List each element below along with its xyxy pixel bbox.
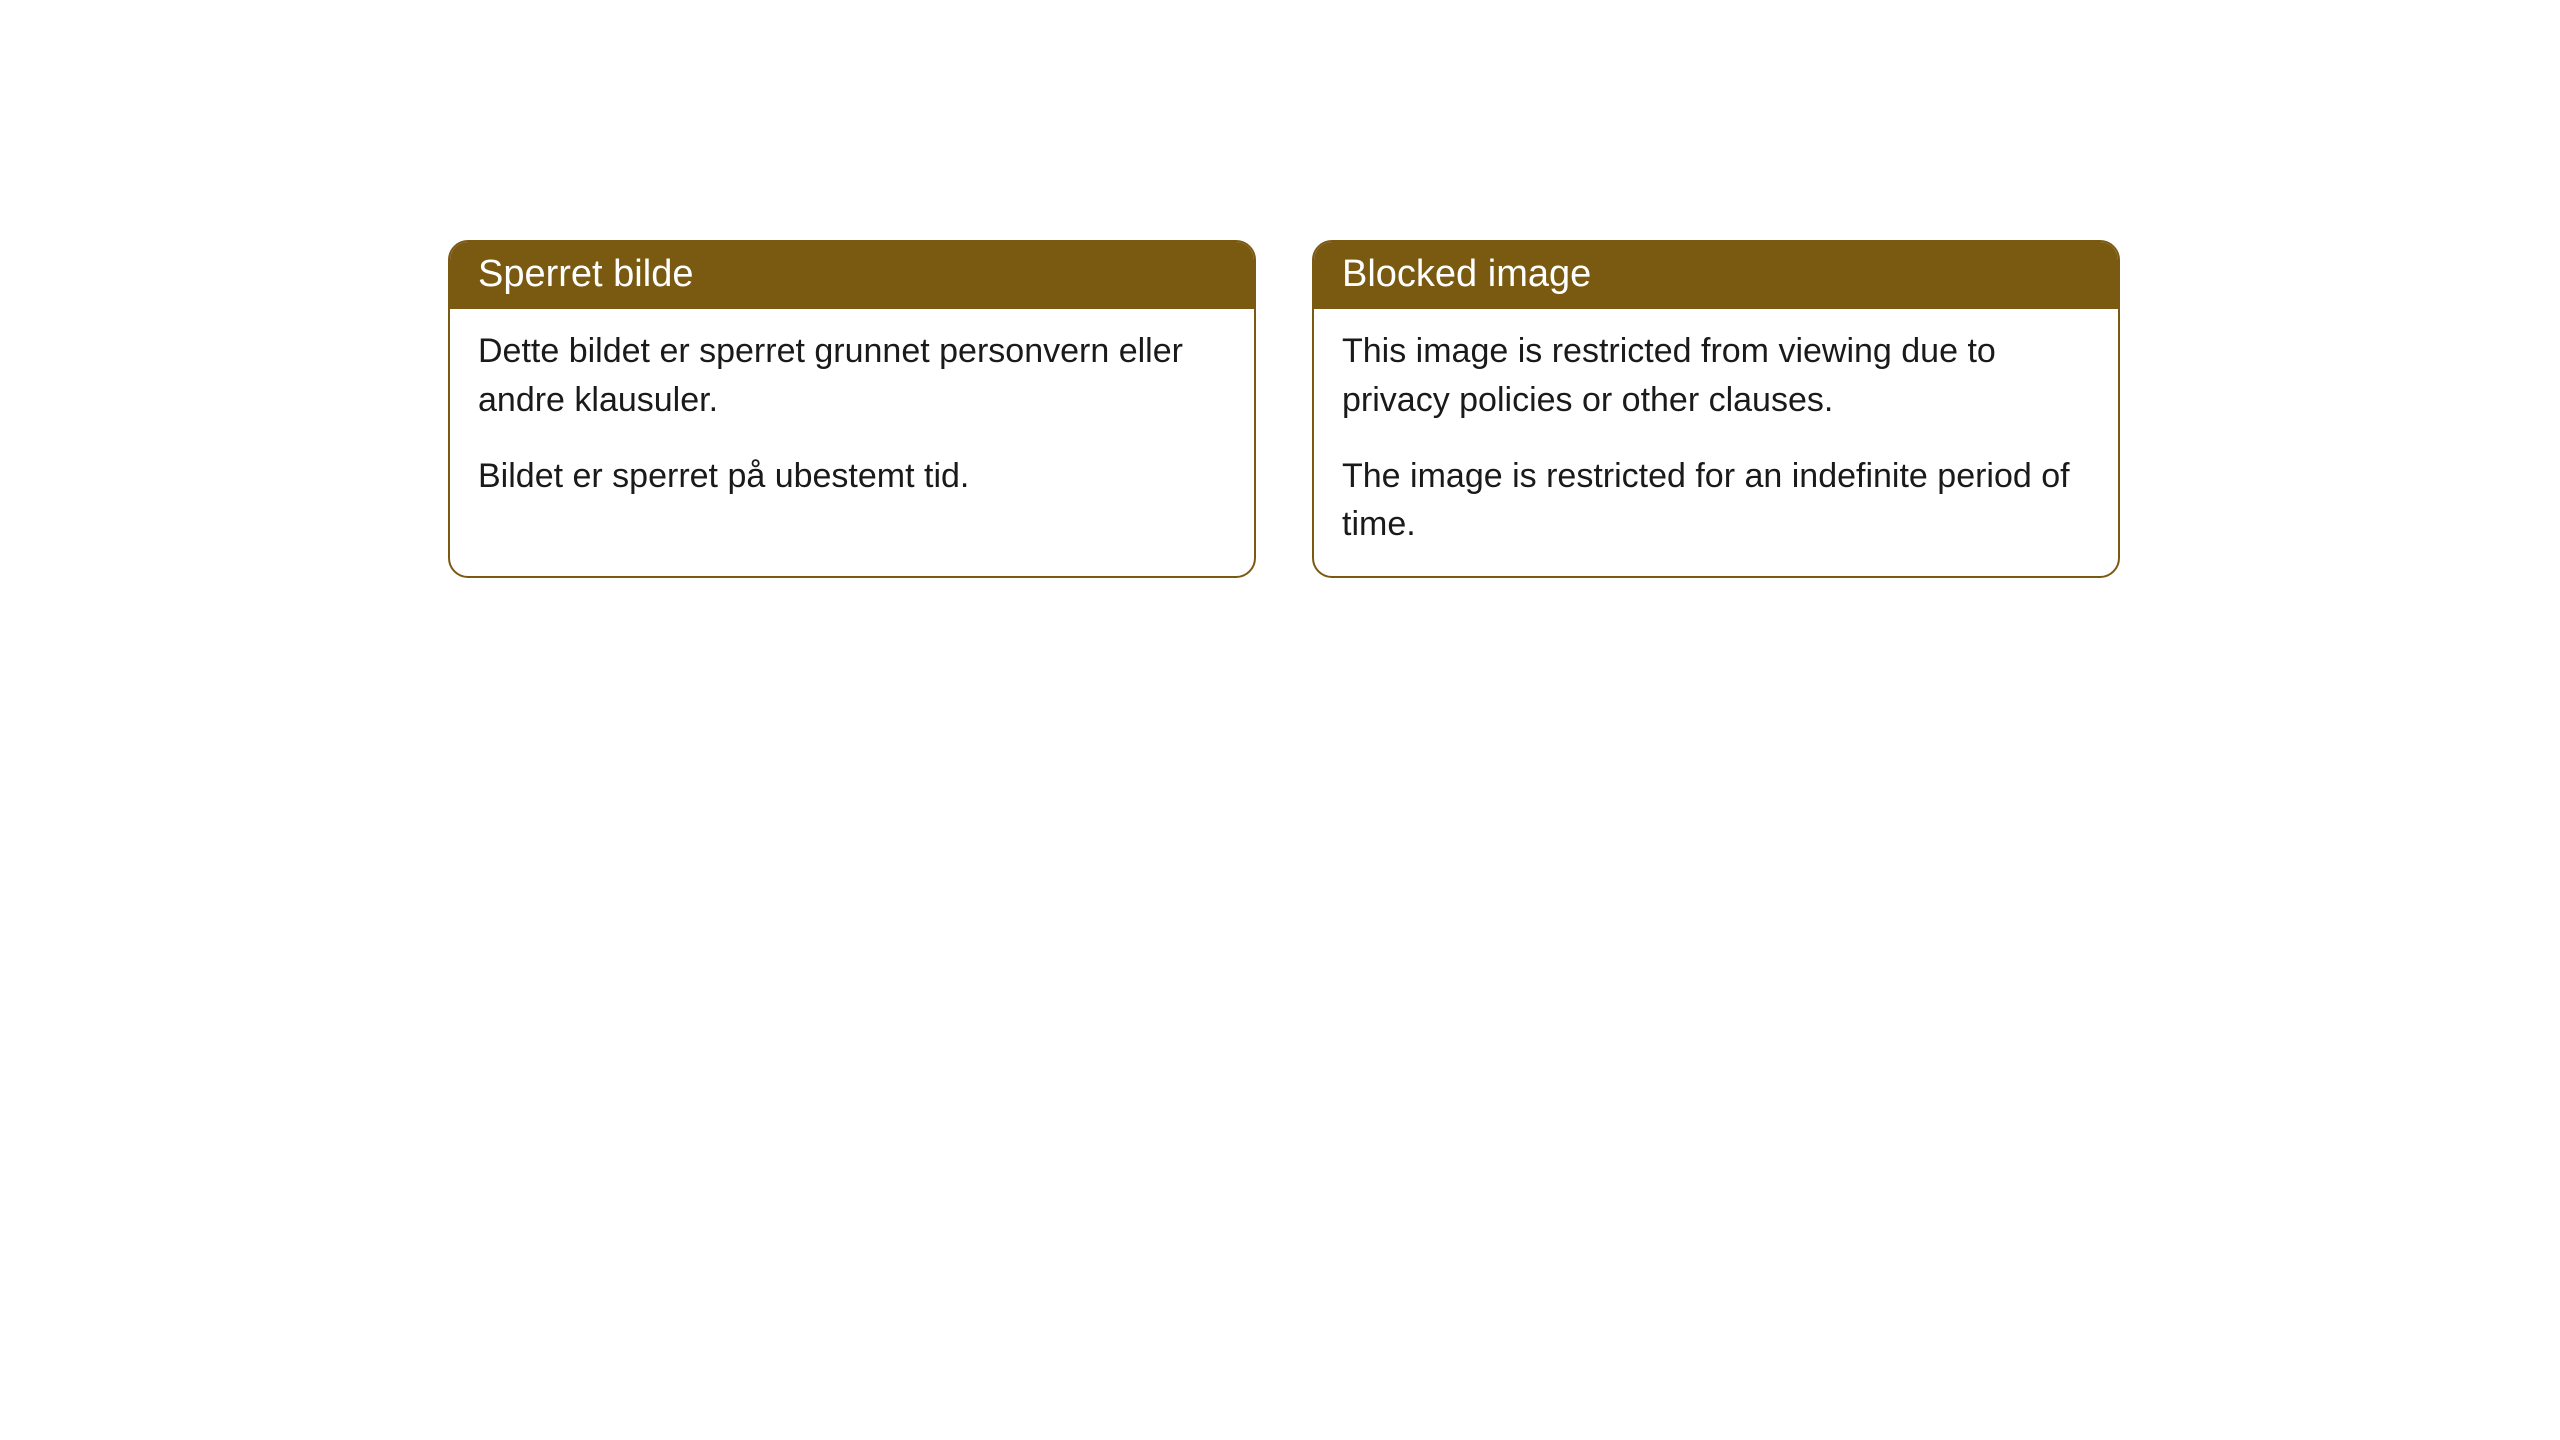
card-title: Sperret bilde (478, 253, 693, 295)
card-paragraph: Dette bildet er sperret grunnet personve… (478, 327, 1226, 424)
notice-card-english: Blocked image This image is restricted f… (1312, 240, 2120, 578)
card-body: Dette bildet er sperret grunnet personve… (450, 309, 1254, 528)
card-header: Blocked image (1314, 242, 2118, 309)
notice-cards-container: Sperret bilde Dette bildet er sperret gr… (448, 240, 2560, 578)
card-title: Blocked image (1342, 253, 1591, 295)
notice-card-norwegian: Sperret bilde Dette bildet er sperret gr… (448, 240, 1256, 578)
card-header: Sperret bilde (450, 242, 1254, 309)
card-paragraph: Bildet er sperret på ubestemt tid. (478, 452, 1226, 500)
card-paragraph: This image is restricted from viewing du… (1342, 327, 2090, 424)
card-paragraph: The image is restricted for an indefinit… (1342, 452, 2090, 549)
card-body: This image is restricted from viewing du… (1314, 309, 2118, 576)
